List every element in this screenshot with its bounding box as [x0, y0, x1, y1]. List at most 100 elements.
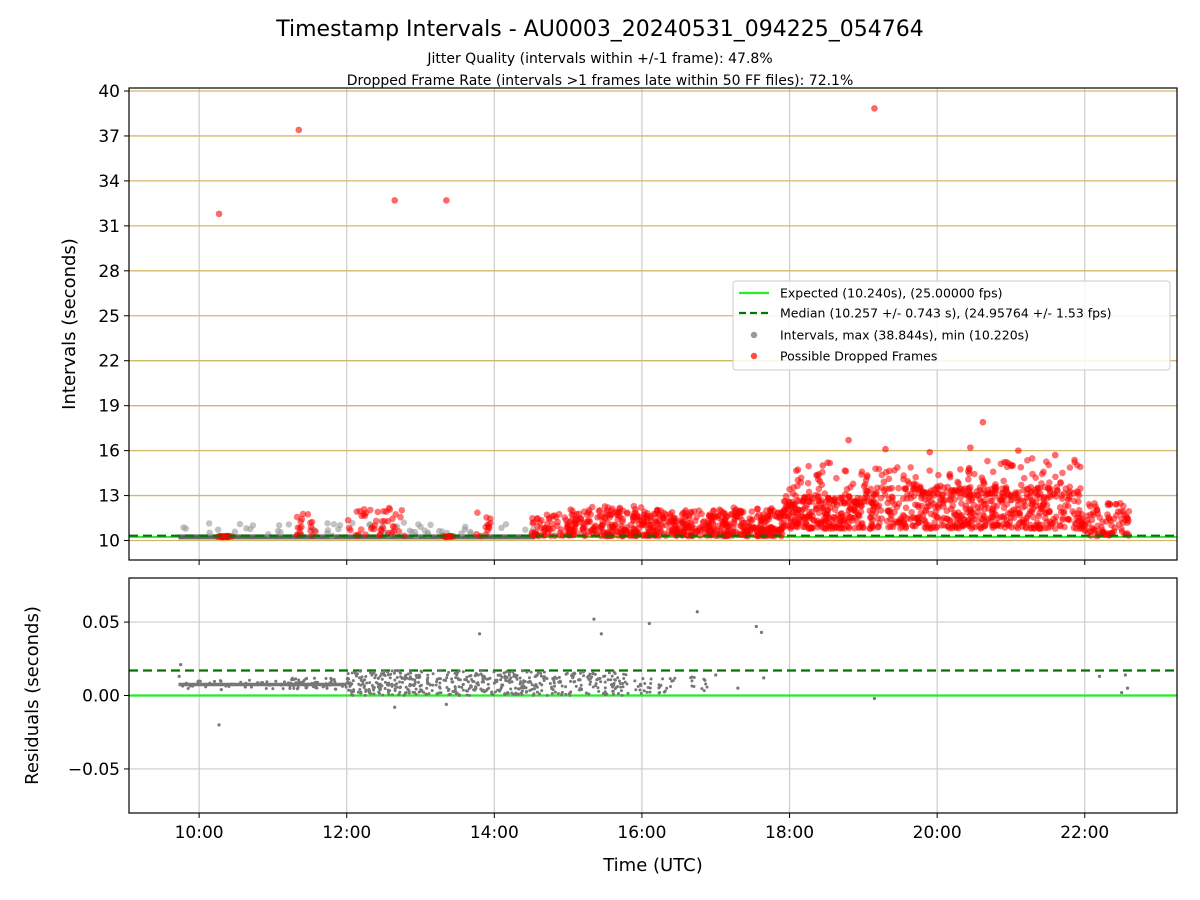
residual-point: [609, 678, 613, 682]
dropped-frame-point: [962, 502, 970, 510]
dropped-frame-point: [604, 519, 612, 526]
dropped-frame-point: [1099, 518, 1106, 526]
residual-point: [399, 675, 403, 679]
residual-point: [313, 676, 317, 680]
dropped-frame-point: [872, 465, 879, 472]
residual-point: [616, 691, 620, 695]
residual-point: [398, 690, 402, 694]
dropped-frame-point: [843, 485, 851, 493]
residual-point: [346, 672, 350, 676]
dropped-frame-point: [678, 519, 686, 527]
legend-intervals-swatch: [750, 331, 758, 339]
dropped-frame-point: [886, 506, 894, 514]
residuals-ticks: 10:00 12:00 14:00 16:00 18:00 20:00 22:00 −0.05…: [68, 613, 1109, 843]
dropped-frame-point: [895, 484, 902, 492]
residual-point: [265, 680, 269, 684]
residual-point: [305, 677, 309, 681]
residual-point: [356, 690, 360, 694]
residual-point: [426, 673, 430, 677]
residual-point: [442, 678, 446, 682]
dropped-frame-point: [1070, 497, 1078, 505]
dropped-frame-point: [833, 474, 840, 482]
dropped-frame-point: [586, 518, 594, 525]
dropped-frame-point: [841, 515, 848, 523]
residual-point: [545, 693, 549, 697]
residual-point: [177, 674, 181, 679]
intervals-ticks: 10 13 16 19 22 25 28 31 34 37 40: [98, 82, 1086, 565]
dropped-frame-point: [904, 477, 912, 485]
residual-point: [705, 685, 709, 689]
dropped-frame-point: [1017, 481, 1025, 489]
residual-point: [587, 692, 591, 696]
dropped-frame-point: [1032, 521, 1040, 529]
dropped-frame-point: [878, 471, 886, 479]
residual-point: [511, 670, 515, 674]
residual-point: [281, 687, 285, 691]
dropped-frame-point: [1074, 461, 1081, 469]
residual-point: [340, 684, 344, 688]
residual-point: [407, 689, 411, 693]
interval-point: [231, 528, 239, 535]
residual-point: [668, 677, 672, 681]
residual-point: [540, 683, 544, 687]
residual-point: [324, 682, 328, 686]
dropped-frame-point: [730, 520, 738, 527]
dropped-frame-point: [989, 513, 996, 521]
dropped-frame-point: [640, 519, 647, 526]
dropped-frame-point: [765, 512, 772, 519]
dropped-frame-point: [577, 514, 585, 522]
dropped-frame-point: [692, 517, 699, 525]
dropped-frame-point: [1052, 473, 1059, 481]
dropped-frame-point: [1104, 511, 1111, 518]
dropped-frame-point: [965, 464, 973, 472]
residual-point: [445, 686, 449, 690]
residual-point: [552, 679, 556, 683]
dropped-frame-point: [738, 509, 745, 517]
dropped-frame-point: [812, 491, 819, 499]
dropped-frame-point: [971, 470, 978, 478]
outlier-point: [215, 210, 223, 218]
residual-point: [663, 689, 667, 693]
dropped-frame-point: [656, 524, 664, 532]
dropped-frame-point: [819, 462, 827, 469]
residual-point: [574, 684, 578, 688]
dropped-frame-point: [374, 508, 382, 516]
dropped-frame-point: [669, 514, 677, 521]
residual-point: [393, 678, 397, 682]
residual-point: [539, 671, 543, 675]
dropped-frame-point: [705, 521, 712, 529]
residual-point: [256, 681, 260, 685]
y-tick-label: 25: [98, 307, 120, 327]
residual-point: [386, 673, 390, 677]
residual-point: [333, 687, 337, 691]
dropped-frame-point: [985, 504, 992, 512]
dropped-frame-point: [932, 484, 940, 492]
dropped-frame-point: [1086, 503, 1094, 510]
residual-point: [536, 671, 540, 675]
dropped-frame-point: [997, 495, 1004, 502]
dropped-frame-point: [741, 525, 748, 533]
residual-point: [447, 687, 451, 691]
residual-point: [435, 677, 439, 681]
dropped-frame-point: [680, 509, 687, 517]
residual-point: [461, 670, 465, 674]
dropped-frame-point: [748, 508, 756, 515]
dropped-frame-point: [648, 517, 655, 524]
interval-point: [285, 521, 293, 528]
dropped-frame-point: [710, 507, 717, 515]
residual-point: [372, 692, 376, 696]
dropped-frame-point: [548, 520, 556, 528]
residual-point: [390, 669, 394, 673]
dropped-frame-point: [1033, 491, 1041, 499]
residual-point: [434, 683, 438, 687]
residual-point: [641, 677, 645, 681]
dropped-frame-point: [888, 484, 896, 492]
residual-point: [288, 683, 292, 687]
residual-point: [403, 677, 407, 681]
dropped-frame-point: [1035, 512, 1043, 520]
dropped-frame-point: [850, 498, 858, 506]
residual-point: [450, 677, 454, 681]
interval-point: [236, 520, 244, 528]
y-tick-label: 31: [98, 217, 120, 237]
residual-point: [445, 673, 449, 677]
